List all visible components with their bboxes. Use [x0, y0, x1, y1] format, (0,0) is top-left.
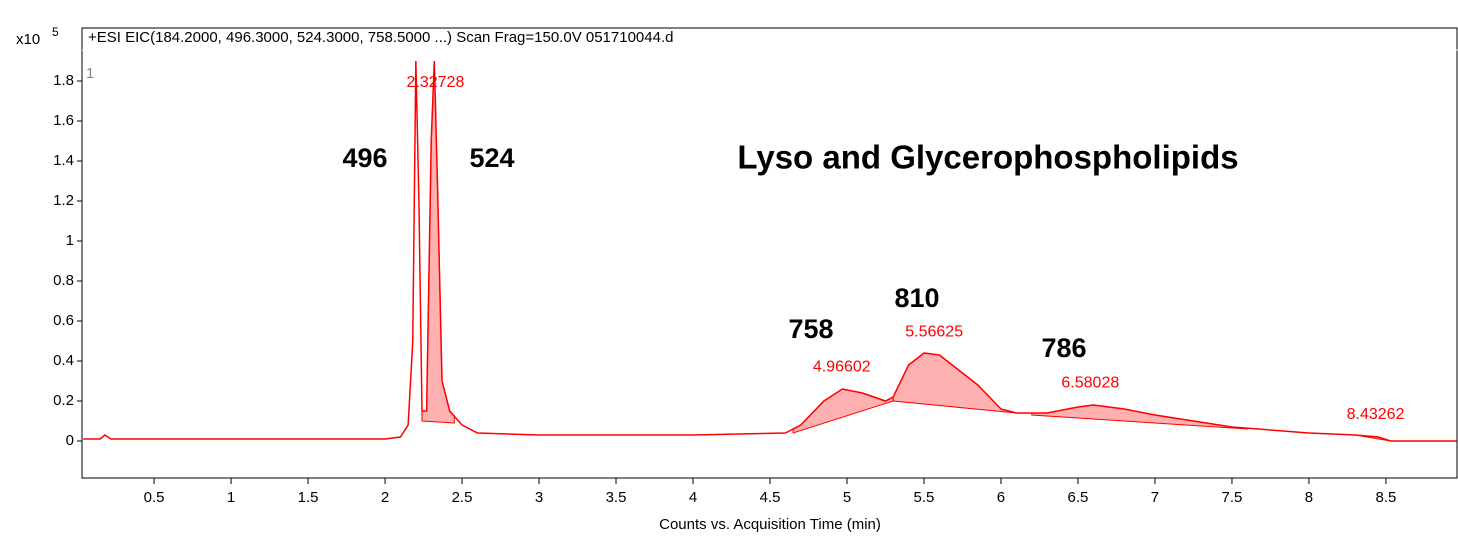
peak-label: 5.56625	[905, 324, 963, 341]
x-tick-label: 3.5	[606, 489, 627, 506]
x-tick-label: 7	[1151, 489, 1159, 506]
x-axis-label: Counts vs. Acquisition Time (min)	[659, 516, 881, 533]
y-multiplier: x10	[16, 31, 40, 48]
trace-line	[83, 60, 1457, 442]
x-tick-label: 3	[535, 489, 543, 506]
annotation: 496	[342, 143, 387, 173]
x-tick-label: 4	[689, 489, 697, 506]
x-tick-label: 2	[381, 489, 389, 506]
annotation: 786	[1041, 333, 1086, 363]
peak-area	[792, 388, 894, 434]
x-tick-label: 5	[843, 489, 851, 506]
x-tick-label: 2.5	[452, 489, 473, 506]
annotation: 524	[469, 143, 514, 173]
x-tick-label: 4.5	[760, 489, 781, 506]
header: +ESI EIC(184.2000, 496.3000, 524.3000, 7…	[88, 29, 673, 46]
x-tick-label: 0.5	[144, 489, 165, 506]
annotation: 810	[894, 283, 939, 313]
y-tick-label: 1	[66, 232, 74, 249]
x-tick-label: 1.5	[298, 489, 319, 506]
y-tick-label: 1.4	[53, 152, 74, 169]
annotation: Lyso and Glycerophospholipids	[737, 139, 1238, 176]
x-tick-label: 6.5	[1068, 489, 1089, 506]
peak-label: 8.43262	[1347, 406, 1405, 423]
peak-area	[1031, 404, 1248, 430]
y-tick-label: 1.6	[53, 112, 74, 129]
x-tick-label: 8.5	[1376, 489, 1397, 506]
y-exponent: 5	[52, 25, 59, 39]
y-tick-label: 0.6	[53, 312, 74, 329]
peak-label: 6.58028	[1061, 375, 1119, 392]
y-tick-label: 0	[66, 432, 74, 449]
x-tick-label: 8	[1305, 489, 1313, 506]
x-tick-label: 7.5	[1222, 489, 1243, 506]
annotation: 758	[788, 314, 833, 344]
x-tick-label: 1	[227, 489, 235, 506]
y-tick-label: 0.2	[53, 392, 74, 409]
y-tick-label: 1.2	[53, 192, 74, 209]
trace-index: 1	[86, 65, 94, 82]
plot-frame	[81, 27, 1458, 479]
y-tick-label: 0.4	[53, 352, 74, 369]
peak-label: 4.96602	[813, 359, 871, 376]
y-tick-label: 0.8	[53, 272, 74, 289]
x-tick-label: 5.5	[914, 489, 935, 506]
y-tick-label: 1.8	[53, 72, 74, 89]
x-tick-label: 6	[997, 489, 1005, 506]
